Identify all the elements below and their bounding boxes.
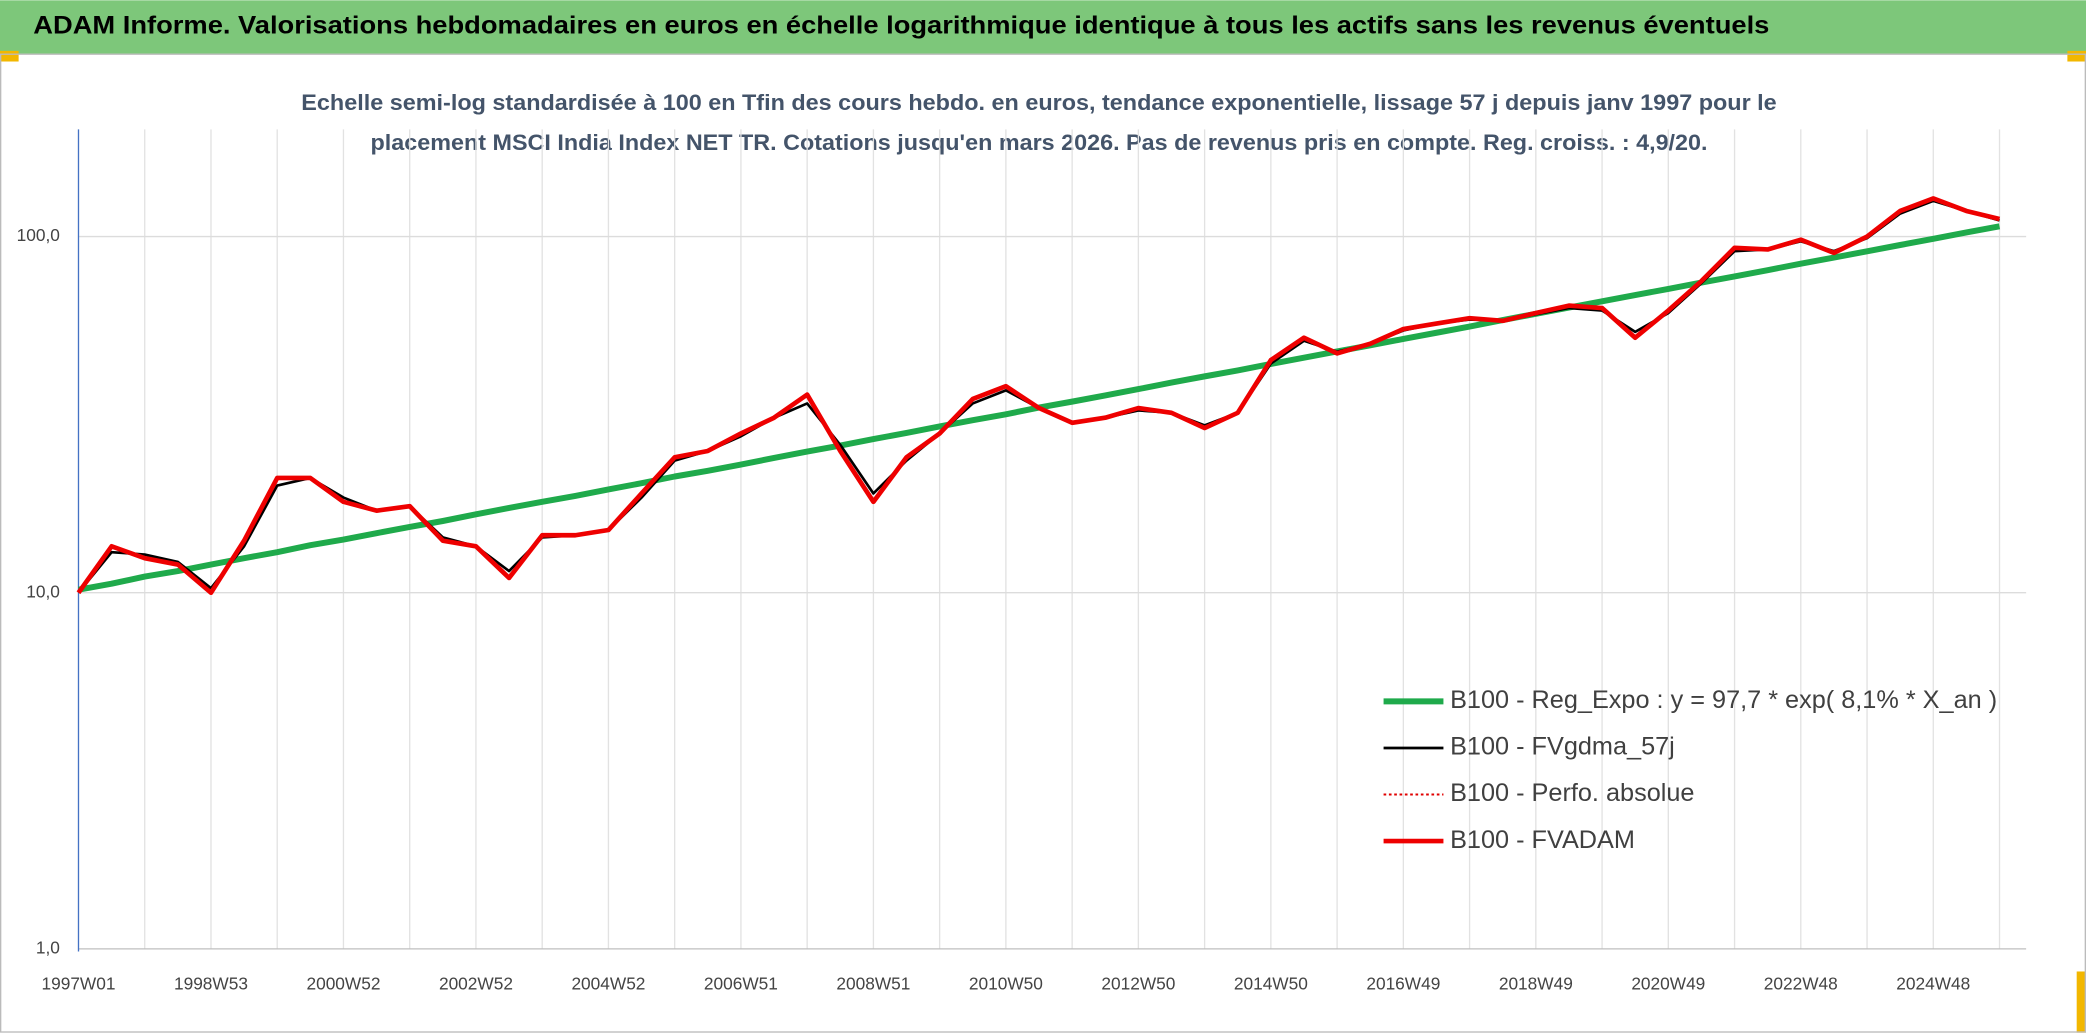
y-tick-label: 10,0	[26, 581, 60, 601]
x-tick-label: 2022W48	[1764, 973, 1838, 993]
y-tick-label: 1,0	[36, 937, 60, 957]
corner-mark	[2076, 971, 2086, 1033]
series-line	[76, 196, 2001, 596]
legend-label: B100 - Perfo. absolue	[1450, 779, 1694, 807]
x-tick-label: 2006W51	[704, 973, 778, 993]
x-tick-label: 2002W52	[439, 973, 513, 993]
x-tick-label: 2018W49	[1499, 973, 1573, 993]
frame	[0, 53, 2086, 1033]
x-tick-label: 2000W52	[306, 973, 380, 993]
x-tick-label: 2008W51	[836, 973, 910, 993]
x-tick-label: 2020W49	[1631, 973, 1705, 993]
x-tick-label: 2004W52	[571, 973, 645, 993]
x-tick-label: 2016W49	[1366, 973, 1440, 993]
y-tick-label: 100,0	[17, 225, 60, 245]
chart-subtitle: Echelle semi-log standardisée à 100 en T…	[301, 90, 1776, 115]
x-tick-label: 2012W50	[1101, 973, 1175, 993]
x-tick-label: 2024W48	[1896, 973, 1970, 993]
legend-label: B100 - Reg_Expo : y = 97,7 * exp( 8,1% *…	[1450, 686, 1997, 714]
x-tick-label: 2014W50	[1234, 973, 1308, 993]
x-tick-label: 2010W50	[969, 973, 1043, 993]
legend-label: B100 - FVgdma_57j	[1450, 733, 1675, 761]
header-band	[0, 0, 2086, 54]
chart-title: ADAM Informe. Valorisations hebdomadaire…	[33, 12, 1769, 40]
legend-label: B100 - FVADAM	[1450, 826, 1635, 854]
x-tick-label: 1998W53	[174, 973, 248, 993]
chart-subtitle: placement MSCI India Index NET TR. Cotat…	[371, 130, 1708, 155]
corner-mark	[2067, 50, 2086, 62]
x-tick-label: 1997W01	[41, 973, 115, 993]
corner-mark	[0, 50, 19, 62]
